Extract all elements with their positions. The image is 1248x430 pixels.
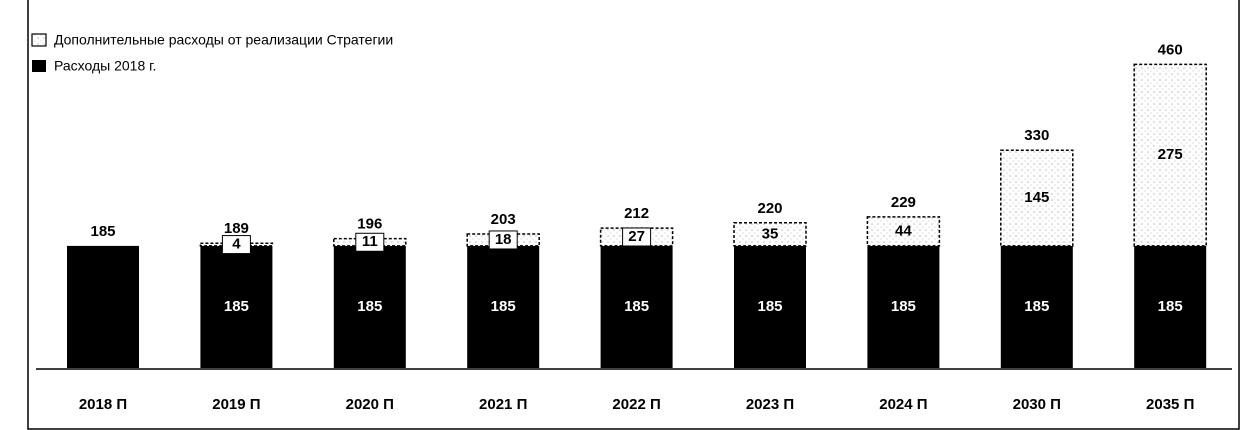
bar-segment bbox=[1000, 245, 1073, 368]
bar-value-label: 185 bbox=[891, 298, 916, 315]
bar-value-label: 185 bbox=[491, 298, 516, 315]
bar-segment bbox=[867, 245, 940, 368]
x-tick-label: 2035 П bbox=[1146, 396, 1194, 413]
bar-segment bbox=[467, 245, 540, 368]
x-tick-label: 2023 П bbox=[746, 396, 794, 413]
label-box bbox=[355, 232, 385, 252]
bar-value-label: 185 bbox=[1024, 298, 1049, 315]
x-tick-label: 2030 П bbox=[1013, 396, 1061, 413]
bar-segment bbox=[67, 245, 139, 368]
bar-segment bbox=[866, 216, 941, 247]
bar-value-label: 18 bbox=[495, 231, 512, 248]
legend-label: Дополнительные расходы от реализации Стр… bbox=[54, 32, 393, 48]
total-label: 330 bbox=[1024, 127, 1049, 144]
bar-segment bbox=[1133, 63, 1207, 247]
label-box bbox=[622, 227, 652, 247]
bar-segment bbox=[200, 245, 273, 368]
total-label: 189 bbox=[224, 220, 249, 237]
label-box bbox=[488, 230, 518, 250]
legend-swatch bbox=[32, 60, 46, 72]
bar-value-label: 11 bbox=[362, 233, 378, 250]
bar-segment bbox=[600, 245, 673, 368]
total-label: 229 bbox=[891, 194, 916, 211]
total-label: 212 bbox=[624, 205, 649, 222]
bar-value-label: 185 bbox=[224, 298, 249, 315]
total-label: 460 bbox=[1158, 41, 1183, 58]
x-tick-label: 2021 П bbox=[479, 396, 527, 413]
bar-value-label: 145 bbox=[1024, 189, 1049, 206]
frame bbox=[27, 0, 1240, 430]
bar-value-label: 4 bbox=[232, 236, 241, 253]
bar-value-label: 185 bbox=[1158, 298, 1183, 315]
x-tick-label: 2018 П bbox=[79, 396, 127, 413]
x-tick-label: 2019 П bbox=[212, 396, 260, 413]
label-box bbox=[221, 235, 251, 255]
x-tick-label: 2020 П bbox=[346, 396, 394, 413]
bar-segment bbox=[1000, 149, 1074, 247]
bar-segment bbox=[733, 222, 807, 247]
bar-value-label: 44 bbox=[895, 222, 912, 239]
legend-label: Расходы 2018 г. bbox=[54, 58, 156, 74]
bar-segment bbox=[333, 245, 406, 368]
bar-segment bbox=[1134, 245, 1207, 368]
bar-value-label: 275 bbox=[1158, 146, 1183, 163]
legend-swatch bbox=[31, 33, 47, 47]
total-label: 196 bbox=[357, 216, 382, 233]
total-label: 185 bbox=[90, 223, 115, 240]
bar-value-label: 185 bbox=[624, 298, 649, 315]
bar-value-label: 185 bbox=[757, 298, 782, 315]
total-label: 220 bbox=[757, 200, 782, 217]
bar-value-label: 35 bbox=[762, 225, 779, 242]
total-label: 203 bbox=[491, 211, 516, 228]
bar-segment bbox=[734, 245, 806, 368]
bar-value-label: 185 bbox=[357, 298, 382, 315]
bar-value-label: 27 bbox=[628, 228, 645, 245]
x-tick-label: 2022 П bbox=[612, 396, 660, 413]
x-tick-label: 2024 П bbox=[879, 396, 927, 413]
